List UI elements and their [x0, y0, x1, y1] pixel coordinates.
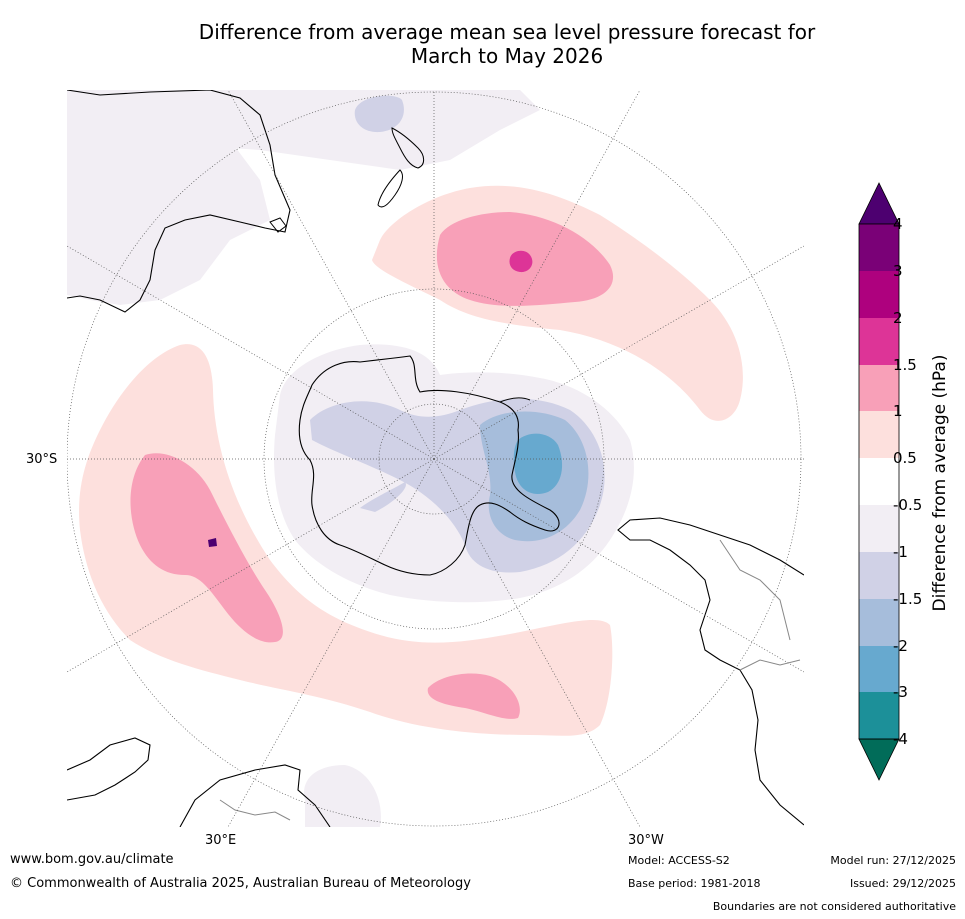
graticule	[67, 90, 804, 827]
label-30e: 30°E	[205, 833, 237, 848]
colorbar-swatch-m1-m0.5	[859, 505, 899, 552]
colorbar-swatch-3-4	[859, 224, 899, 271]
colorbar-swatch-1-1.5	[859, 365, 899, 411]
antarctica-coastline	[298, 355, 560, 576]
footer-model: Model: ACCESS-S2	[628, 854, 730, 867]
meridian-line	[433, 458, 641, 827]
colorbar-swatch-neutral	[859, 458, 899, 505]
colorbar-frame	[858, 223, 900, 740]
title-line-2: March to May 2026	[410, 44, 604, 68]
colorbar-title: Difference from average (hPa)	[930, 354, 950, 612]
colorbar-tick: 0.5	[893, 449, 917, 467]
colorbar-tick: 1	[893, 402, 903, 420]
colorbar-tick: 4	[893, 215, 903, 233]
new-zealand-north-island	[391, 127, 425, 169]
map-title: Difference from average mean sea level p…	[0, 20, 965, 68]
colorbar-swatch-m4-m3	[859, 692, 899, 739]
south-america-borders	[719, 539, 801, 671]
colorbar-tick: -4	[893, 730, 908, 748]
colorbar-swatch-m3-m2	[859, 646, 899, 692]
anomaly-negative-antarctic-arm	[360, 482, 406, 512]
colorbar	[858, 182, 900, 781]
anomaly-positive-atlantic-core	[427, 673, 520, 719]
anomaly-negative-nz	[354, 95, 404, 133]
colorbar-tick: -2	[893, 637, 908, 655]
anomaly-positive-indian-atlantic	[79, 344, 613, 736]
southern-africa-coastline	[179, 764, 331, 827]
footer-issued: Issued: 29/12/2025	[849, 877, 956, 890]
new-zealand-south-island	[377, 169, 403, 208]
colorbar-tick: 1.5	[893, 356, 917, 374]
colorbar-tick: 2	[893, 309, 903, 327]
meridian-line	[433, 245, 804, 460]
label-30s: 30°S	[26, 452, 58, 467]
colorbar-swatch-2-3	[859, 271, 899, 318]
anomaly-peak-indian	[208, 538, 217, 547]
meridian-line	[227, 458, 435, 827]
label-30w: 30°W	[628, 833, 664, 848]
footer-website: www.bom.gov.au/climate	[10, 852, 174, 867]
anomaly-positive-pacific-peak	[509, 250, 533, 273]
colorbar-swatch-0.5-1	[859, 411, 899, 458]
anomaly-light-negative-tasman	[140, 90, 540, 170]
graticule-circle-45s	[263, 288, 605, 630]
colorbar-tick: 3	[893, 262, 903, 280]
colorbar-tick: -1	[893, 543, 908, 561]
antarctic-peninsula	[499, 397, 531, 403]
africa-coastline	[67, 737, 151, 801]
footer-base-period: Base period: 1981-2018	[628, 877, 761, 890]
colorbar-swatch-1.5-2	[859, 318, 899, 365]
colorbar-tick: -3	[893, 683, 908, 701]
colorbar-tick: -1.5	[893, 590, 923, 608]
anomaly-positive-indian-core	[130, 453, 283, 643]
footer-disclaimer: Boundaries are not considered authoritat…	[712, 900, 956, 913]
anomaly-negative-antarctic-core	[513, 433, 563, 494]
colorbar-swatch-m2-m1.5	[859, 599, 899, 646]
colorbar-tick: -0.5	[893, 496, 923, 514]
footer-model-run: Model run: 27/12/2025	[830, 854, 956, 867]
footer-copyright: © Commonwealth of Australia 2025, Austra…	[10, 876, 471, 891]
tasmania-coastline	[269, 217, 287, 233]
map-area	[67, 90, 804, 827]
africa-borders	[219, 799, 291, 821]
colorbar-swatch-m1.5-m1	[859, 552, 899, 599]
australia-coastline	[67, 90, 291, 313]
meridian-line	[433, 458, 804, 673]
anomaly-light-negative-south-africa	[304, 765, 381, 827]
title-line-1: Difference from average mean sea level p…	[198, 20, 816, 44]
south-america-coastline	[617, 517, 804, 826]
